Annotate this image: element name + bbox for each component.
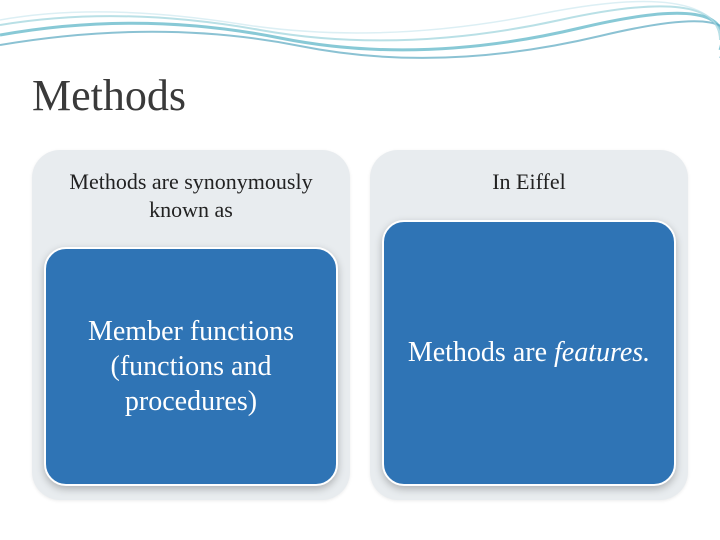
column-right-body-text: Methods are features. <box>408 335 650 370</box>
column-right-header: In Eiffel <box>370 150 688 214</box>
column-left-header: Methods are synonymously known as <box>32 150 350 241</box>
column-left-body: Member functions (functions and procedur… <box>44 247 338 486</box>
column-left-body-text: Member functions (functions and procedur… <box>66 314 316 419</box>
slide-title: Methods <box>32 70 186 121</box>
column-right-body-italic: features. <box>554 337 650 368</box>
column-right-body-plain: Methods are <box>408 337 554 368</box>
columns-container: Methods are synonymously known as Member… <box>32 150 688 500</box>
wave-decoration <box>0 0 720 80</box>
column-left-body-plain: Member functions (functions and procedur… <box>88 316 294 417</box>
column-right: In Eiffel Methods are features. <box>370 150 688 500</box>
column-right-body: Methods are features. <box>382 220 676 487</box>
column-left: Methods are synonymously known as Member… <box>32 150 350 500</box>
